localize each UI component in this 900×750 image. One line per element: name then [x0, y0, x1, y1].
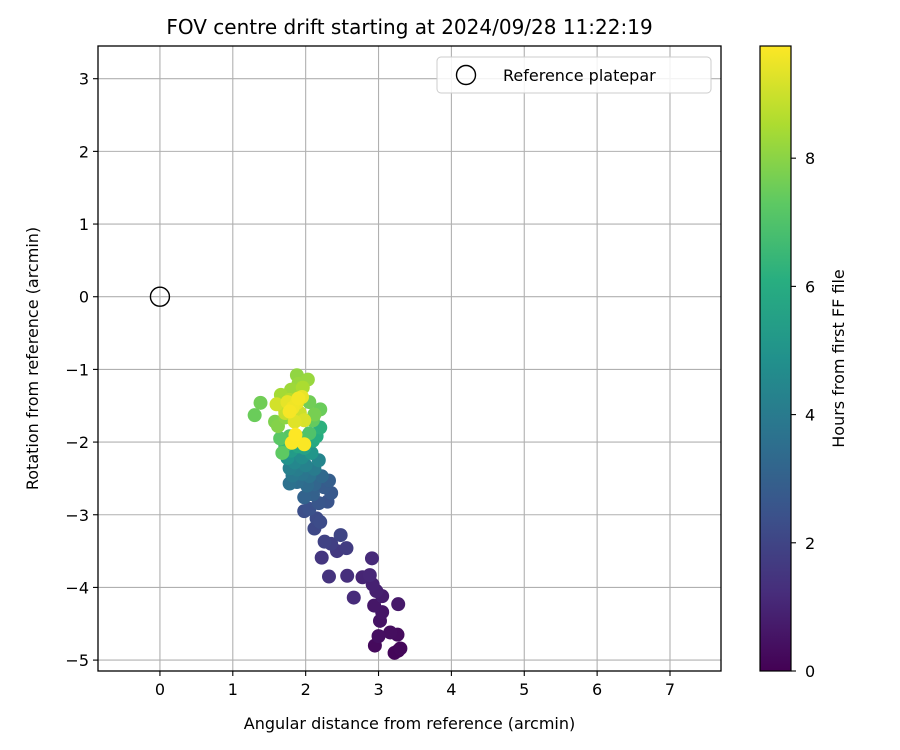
colorbar-ticks: 0 2 4 6 8 [791, 149, 815, 681]
legend: Reference platepar [436, 56, 712, 94]
y-tick-label: −1 [65, 360, 89, 379]
x-tick-label: 1 [228, 680, 238, 699]
data-point [371, 629, 386, 644]
x-tick-label: 7 [665, 680, 675, 699]
data-point [340, 568, 355, 583]
x-axis-label: Angular distance from reference (arcmin) [244, 714, 575, 733]
colorbar-tick-label: 6 [805, 277, 815, 296]
data-point [346, 590, 361, 605]
legend-box [436, 56, 712, 94]
data-point [339, 541, 354, 556]
data-point [307, 407, 322, 422]
x-axis-ticks: 0 1 2 3 4 5 6 7 [155, 671, 675, 699]
data-point [333, 528, 348, 543]
y-tick-label: −2 [65, 433, 89, 452]
data-point [297, 437, 312, 452]
y-axis-ticks: 3 2 1 0 −1 −2 −3 −4 −5 [65, 70, 98, 670]
x-tick-label: 3 [373, 680, 383, 699]
y-tick-label: 1 [79, 215, 89, 234]
colorbar: 0 2 4 6 8 Hours from first FF file [759, 45, 848, 681]
data-point [282, 404, 297, 419]
colorbar-tick-label: 2 [805, 534, 815, 553]
data-point [391, 597, 406, 612]
data-point [364, 551, 379, 566]
x-tick-label: 5 [519, 680, 529, 699]
colorbar-tick-label: 0 [805, 662, 815, 681]
x-tick-label: 6 [592, 680, 602, 699]
x-tick-label: 4 [446, 680, 456, 699]
x-tick-label: 2 [301, 680, 311, 699]
data-point [367, 598, 382, 613]
data-point [321, 569, 336, 584]
y-tick-label: −5 [65, 651, 89, 670]
grid-lines [98, 46, 721, 671]
plot-frame [97, 45, 722, 672]
data-point [273, 431, 288, 446]
y-axis-label: Rotation from reference (arcmin) [23, 227, 42, 490]
data-point [393, 641, 408, 656]
data-point [247, 408, 262, 423]
legend-marker [455, 64, 477, 86]
legend-entry-label: Reference platepar [503, 66, 656, 85]
colorbar-tick-label: 8 [805, 149, 815, 168]
chart-title: FOV centre drift starting at 2024/09/28 … [166, 15, 652, 39]
y-tick-label: 2 [79, 142, 89, 161]
y-tick-label: −3 [65, 506, 89, 525]
data-point [362, 568, 377, 583]
data-point [297, 490, 312, 505]
x-tick-label: 0 [155, 680, 165, 699]
data-point [288, 427, 303, 442]
data-point [302, 426, 317, 441]
reference-marker [149, 286, 171, 307]
data-point [383, 625, 398, 640]
data-points [247, 368, 408, 660]
data-point [269, 397, 284, 412]
data-point [317, 534, 332, 549]
reference-platepar-point [149, 286, 171, 307]
data-point [291, 391, 306, 406]
colorbar-gradient [759, 45, 792, 672]
y-tick-label: 3 [79, 70, 89, 89]
data-point [275, 445, 290, 460]
y-tick-label: 0 [79, 288, 89, 307]
colorbar-tick-label: 4 [805, 406, 815, 425]
data-point [314, 550, 329, 565]
data-point [313, 515, 328, 530]
data-point [253, 395, 268, 410]
y-tick-label: −4 [65, 578, 89, 597]
colorbar-label: Hours from first FF file [829, 269, 848, 448]
